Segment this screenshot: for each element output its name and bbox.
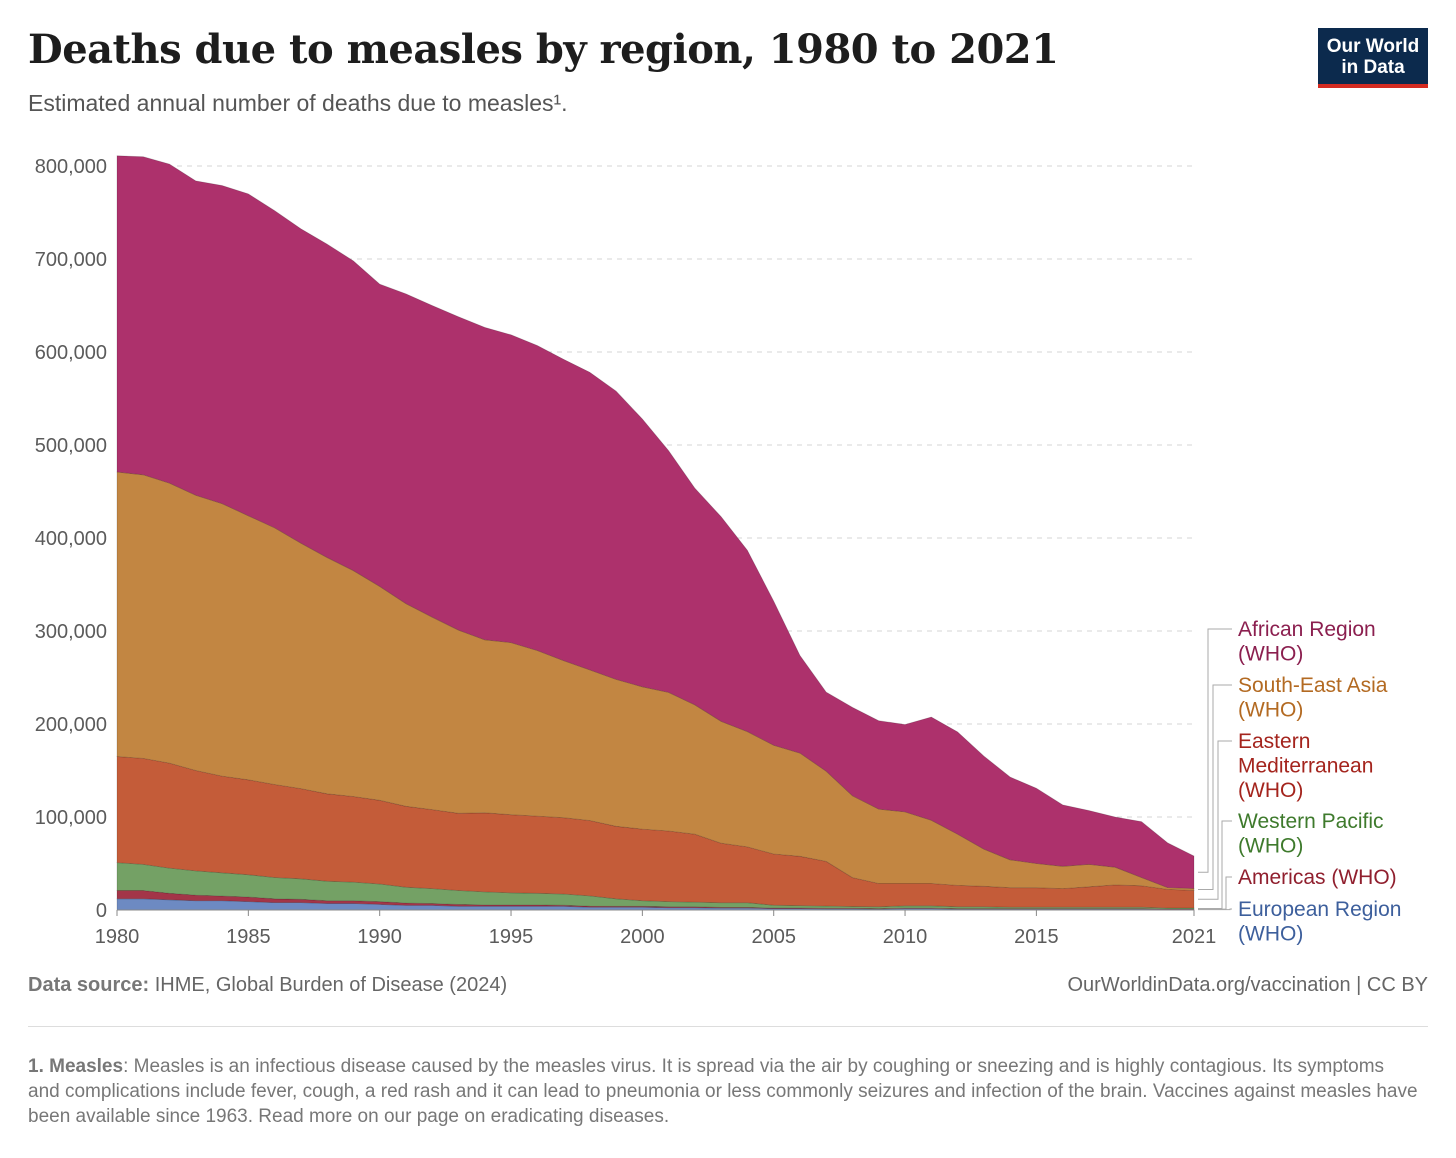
legend-label-eastern-mediterranean-who: Eastern Mediterranean (WHO) <box>1238 730 1373 802</box>
legend-connector <box>1198 820 1232 910</box>
series-areas <box>116 155 1195 911</box>
legend-connector <box>1198 740 1232 900</box>
logo-line-1: Our World <box>1326 36 1420 57</box>
data-source-text: IHME, Global Burden of Disease (2024) <box>154 974 508 996</box>
x-tick-label: 2005 <box>751 926 796 948</box>
x-tick-label: 2015 <box>1014 926 1059 948</box>
footnote-label: 1. Measles <box>28 1056 124 1077</box>
y-tick-label: 400,000 <box>35 528 107 550</box>
legend-label-african-region-who: African Region (WHO) <box>1238 618 1376 666</box>
area-african-region-who <box>116 155 1195 889</box>
y-axis: 0 100,000 200,000 300,000 400,000 500,000 600,… <box>35 156 107 922</box>
x-tick-label: 2021 <box>1172 926 1217 948</box>
x-tick-label: 1980 <box>95 926 140 948</box>
source-url[interactable]: OurWorldinData.org/vaccination | CC BY <box>1067 974 1428 996</box>
y-tick-label: 0 <box>96 900 107 922</box>
logo-line-2: in Data <box>1341 57 1405 78</box>
x-tick-label: 1985 <box>226 926 271 948</box>
y-tick-label: 100,000 <box>35 807 107 829</box>
y-tick-label: 700,000 <box>35 249 107 271</box>
footnote: 1. Measles: Measles is an infectious dis… <box>28 1054 1418 1129</box>
x-axis: 1980 1985 1990 1995 2000 2005 2010 2015 2021 <box>95 909 1217 948</box>
legend-label-western-pacific-who: Western Pacific (WHO) <box>1238 810 1384 858</box>
y-tick-label: 600,000 <box>35 342 107 364</box>
data-source: Data source: IHME, Global Burden of Dise… <box>28 974 507 997</box>
y-tick-label: 200,000 <box>35 714 107 736</box>
chart-title: Deaths due to measles by region, 1980 to… <box>28 26 1059 73</box>
x-tick-label: 2000 <box>620 926 665 948</box>
stacked-area-chart: 0 100,000 200,000 300,000 400,000 500,000 600,… <box>35 155 1401 948</box>
legend: African Region (WHO) South-East Asia (WHO) E… <box>1198 618 1401 946</box>
legend-label-south-east-asia-who: South-East Asia (WHO) <box>1238 674 1388 722</box>
x-tick-label: 1995 <box>489 926 534 948</box>
footnote-text: : Measles is an infectious disease cause… <box>28 1056 1418 1127</box>
legend-connector <box>1198 628 1232 873</box>
y-tick-label: 500,000 <box>35 435 107 457</box>
x-tick-label: 1990 <box>357 926 402 948</box>
footer-divider <box>28 1026 1428 1027</box>
x-tick-label: 2010 <box>883 926 928 948</box>
chart-subtitle: Estimated annual number of deaths due to… <box>28 90 568 116</box>
legend-connector <box>1198 876 1232 910</box>
legend-connector <box>1198 684 1232 890</box>
y-tick-label: 800,000 <box>35 156 107 178</box>
legend-label-americas-who: Americas (WHO) <box>1238 866 1397 889</box>
data-source-label: Data source: <box>28 974 150 996</box>
legend-connector <box>1198 908 1232 911</box>
owid-logo[interactable]: Our World in Data <box>1318 28 1428 88</box>
y-tick-label: 300,000 <box>35 621 107 643</box>
legend-label-european-region-who: European Region (WHO) <box>1238 898 1401 946</box>
